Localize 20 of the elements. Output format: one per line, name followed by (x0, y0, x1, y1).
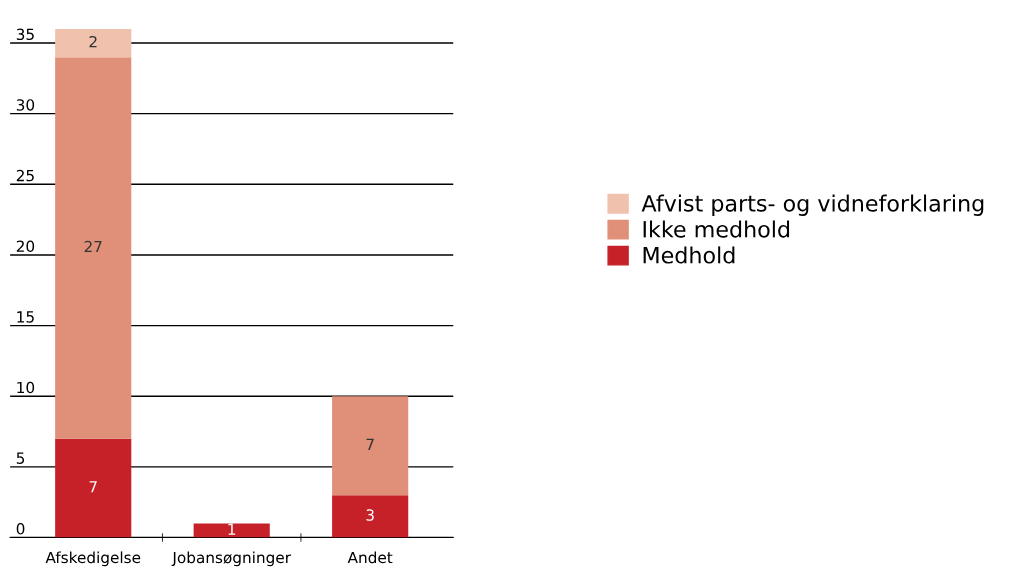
x-tick-label: Jobansøgninger (171, 551, 291, 567)
legend-label: Medhold (643, 246, 735, 264)
data-label: 2 (89, 35, 97, 48)
y-tick-label: 35 (16, 28, 34, 41)
y-tick-label: 15 (17, 311, 34, 323)
data-label: 3 (366, 509, 374, 521)
legend-label: Ikke medhold (643, 220, 790, 238)
y-tick-label: 20 (16, 240, 35, 252)
y-tick-label: 5 (16, 452, 25, 464)
y-tick-label: 10 (17, 381, 35, 394)
data-label: 27 (84, 240, 102, 253)
data-label: 7 (89, 481, 97, 493)
y-tick-label: 0 (16, 523, 25, 535)
data-label: 1 (228, 523, 236, 535)
y-tick-label: 30 (16, 99, 35, 111)
y-tick-label: 25 (16, 169, 34, 182)
x-tick-label: Afskedigelse (45, 551, 141, 567)
data-label: 7 (366, 438, 374, 450)
x-tick-label: Andet (347, 551, 393, 564)
legend-label: Afvist parts- og vidneforklaring (641, 194, 984, 216)
